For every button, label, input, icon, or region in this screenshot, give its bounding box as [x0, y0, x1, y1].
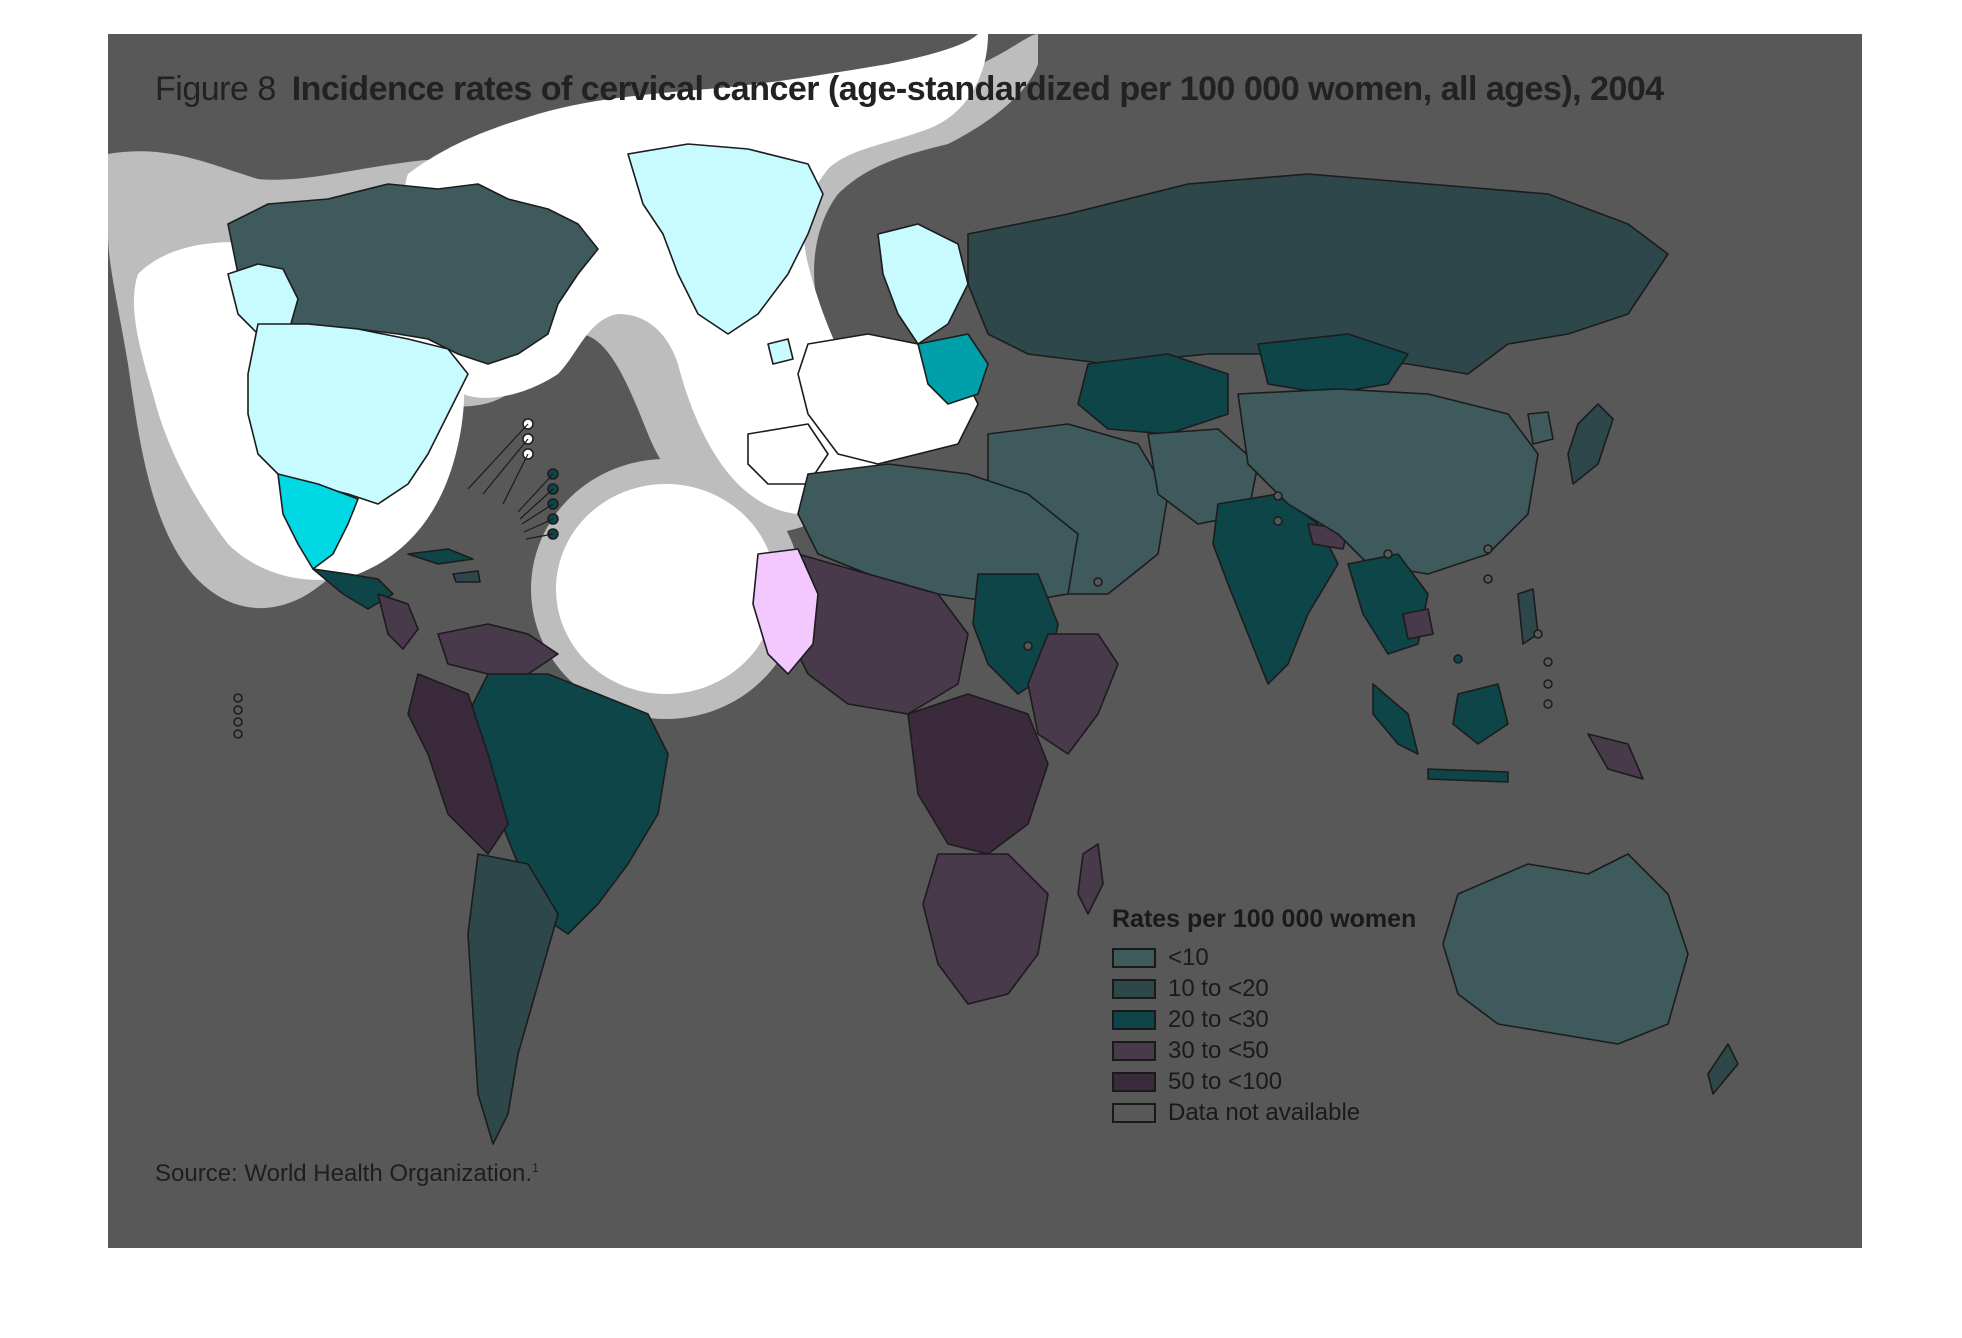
legend-label: <10	[1168, 943, 1209, 971]
legend-item: 30 to <50	[1112, 1035, 1416, 1066]
region-west-africa-highlight	[752, 548, 819, 675]
island-marker	[1543, 699, 1553, 709]
region-southern-africa	[922, 853, 1049, 1005]
island-marker	[1533, 629, 1543, 639]
island-marker	[1483, 574, 1493, 584]
legend-item: 20 to <30	[1112, 1004, 1416, 1035]
island-marker	[1383, 549, 1393, 559]
island-marker	[1023, 641, 1033, 651]
country-java	[1427, 768, 1509, 783]
island-marker	[1453, 654, 1463, 664]
map-panel	[108, 34, 1862, 1248]
country-new-zealand	[1707, 1043, 1739, 1095]
country-madagascar	[1077, 843, 1104, 915]
country-korea	[1527, 411, 1554, 445]
highlight-west-atlantic	[556, 484, 776, 694]
region-central-africa	[907, 693, 1049, 855]
island-marker	[1273, 516, 1283, 526]
legend-label: 50 to <100	[1168, 1067, 1283, 1095]
country-china	[1237, 388, 1539, 575]
region-east-africa	[1027, 633, 1119, 755]
island-marker	[233, 705, 243, 715]
island-marker	[1273, 491, 1283, 501]
legend-swatch	[1112, 947, 1156, 968]
island-marker	[1093, 577, 1103, 587]
region-scandinavia	[877, 223, 969, 345]
legend-label: 20 to <30	[1168, 1005, 1269, 1033]
country-png	[1587, 733, 1644, 780]
leader-lines	[467, 423, 554, 540]
legend-item: <10	[1112, 942, 1416, 973]
island-markers	[233, 418, 1553, 739]
island-marker	[1543, 657, 1553, 667]
legend-swatch	[1112, 1102, 1156, 1123]
country-usa	[247, 323, 469, 505]
country-mexico	[277, 473, 359, 570]
legend-item: 50 to <100	[1112, 1066, 1416, 1097]
legend-item: 10 to <20	[1112, 973, 1416, 1004]
legend: Rates per 100 000 women <10 10 to <20 20…	[1112, 905, 1416, 1128]
country-russia	[967, 173, 1669, 375]
country-venezuela-colombia	[437, 623, 559, 675]
country-mongolia	[1257, 333, 1409, 395]
island-marker	[233, 693, 243, 703]
legend-title: Rates per 100 000 women	[1112, 905, 1417, 933]
region-central-america	[312, 568, 394, 610]
legend-item: Data not available	[1112, 1097, 1416, 1128]
figure-title: Figure 8 Incidence rates of cervical canc…	[155, 70, 1664, 109]
source-text: Source: World Health Organization.	[155, 1160, 533, 1187]
figure-title-text: Incidence rates of cervical cancer (age-…	[291, 70, 1664, 108]
island-marker	[1543, 679, 1553, 689]
source-footnote: 1	[532, 1161, 539, 1175]
country-greenland	[627, 143, 824, 335]
country-borneo	[1452, 683, 1509, 745]
region-kazakhstan	[1077, 353, 1229, 435]
country-cuba	[407, 548, 474, 565]
legend-label: Data not available	[1168, 1098, 1361, 1126]
country-argentina-chile	[467, 853, 559, 1145]
country-ireland	[767, 338, 794, 365]
country-australia	[1442, 853, 1689, 1045]
country-hispaniola	[452, 570, 481, 583]
country-japan	[1567, 403, 1614, 485]
island-marker	[233, 729, 243, 739]
country-cambodia	[1402, 608, 1434, 640]
country-indonesia-sumatra	[1372, 683, 1419, 755]
region-central-europe	[917, 333, 989, 405]
island-marker	[233, 717, 243, 727]
world-map	[108, 34, 1739, 1145]
region-central-america-south	[377, 593, 419, 650]
country-peru-bolivia	[407, 673, 509, 855]
figure-label: Figure 8	[155, 70, 276, 108]
land-masses	[227, 143, 1739, 1145]
source-note: Source: World Health Organization.1	[155, 1160, 539, 1188]
legend-label: 10 to <20	[1168, 974, 1269, 1002]
legend-label: 30 to <50	[1168, 1036, 1269, 1064]
island-marker	[1483, 544, 1493, 554]
legend-swatch	[1112, 1071, 1156, 1092]
country-alaska	[227, 263, 299, 335]
legend-swatch	[1112, 1009, 1156, 1030]
legend-swatch	[1112, 978, 1156, 999]
legend-swatch	[1112, 1040, 1156, 1061]
